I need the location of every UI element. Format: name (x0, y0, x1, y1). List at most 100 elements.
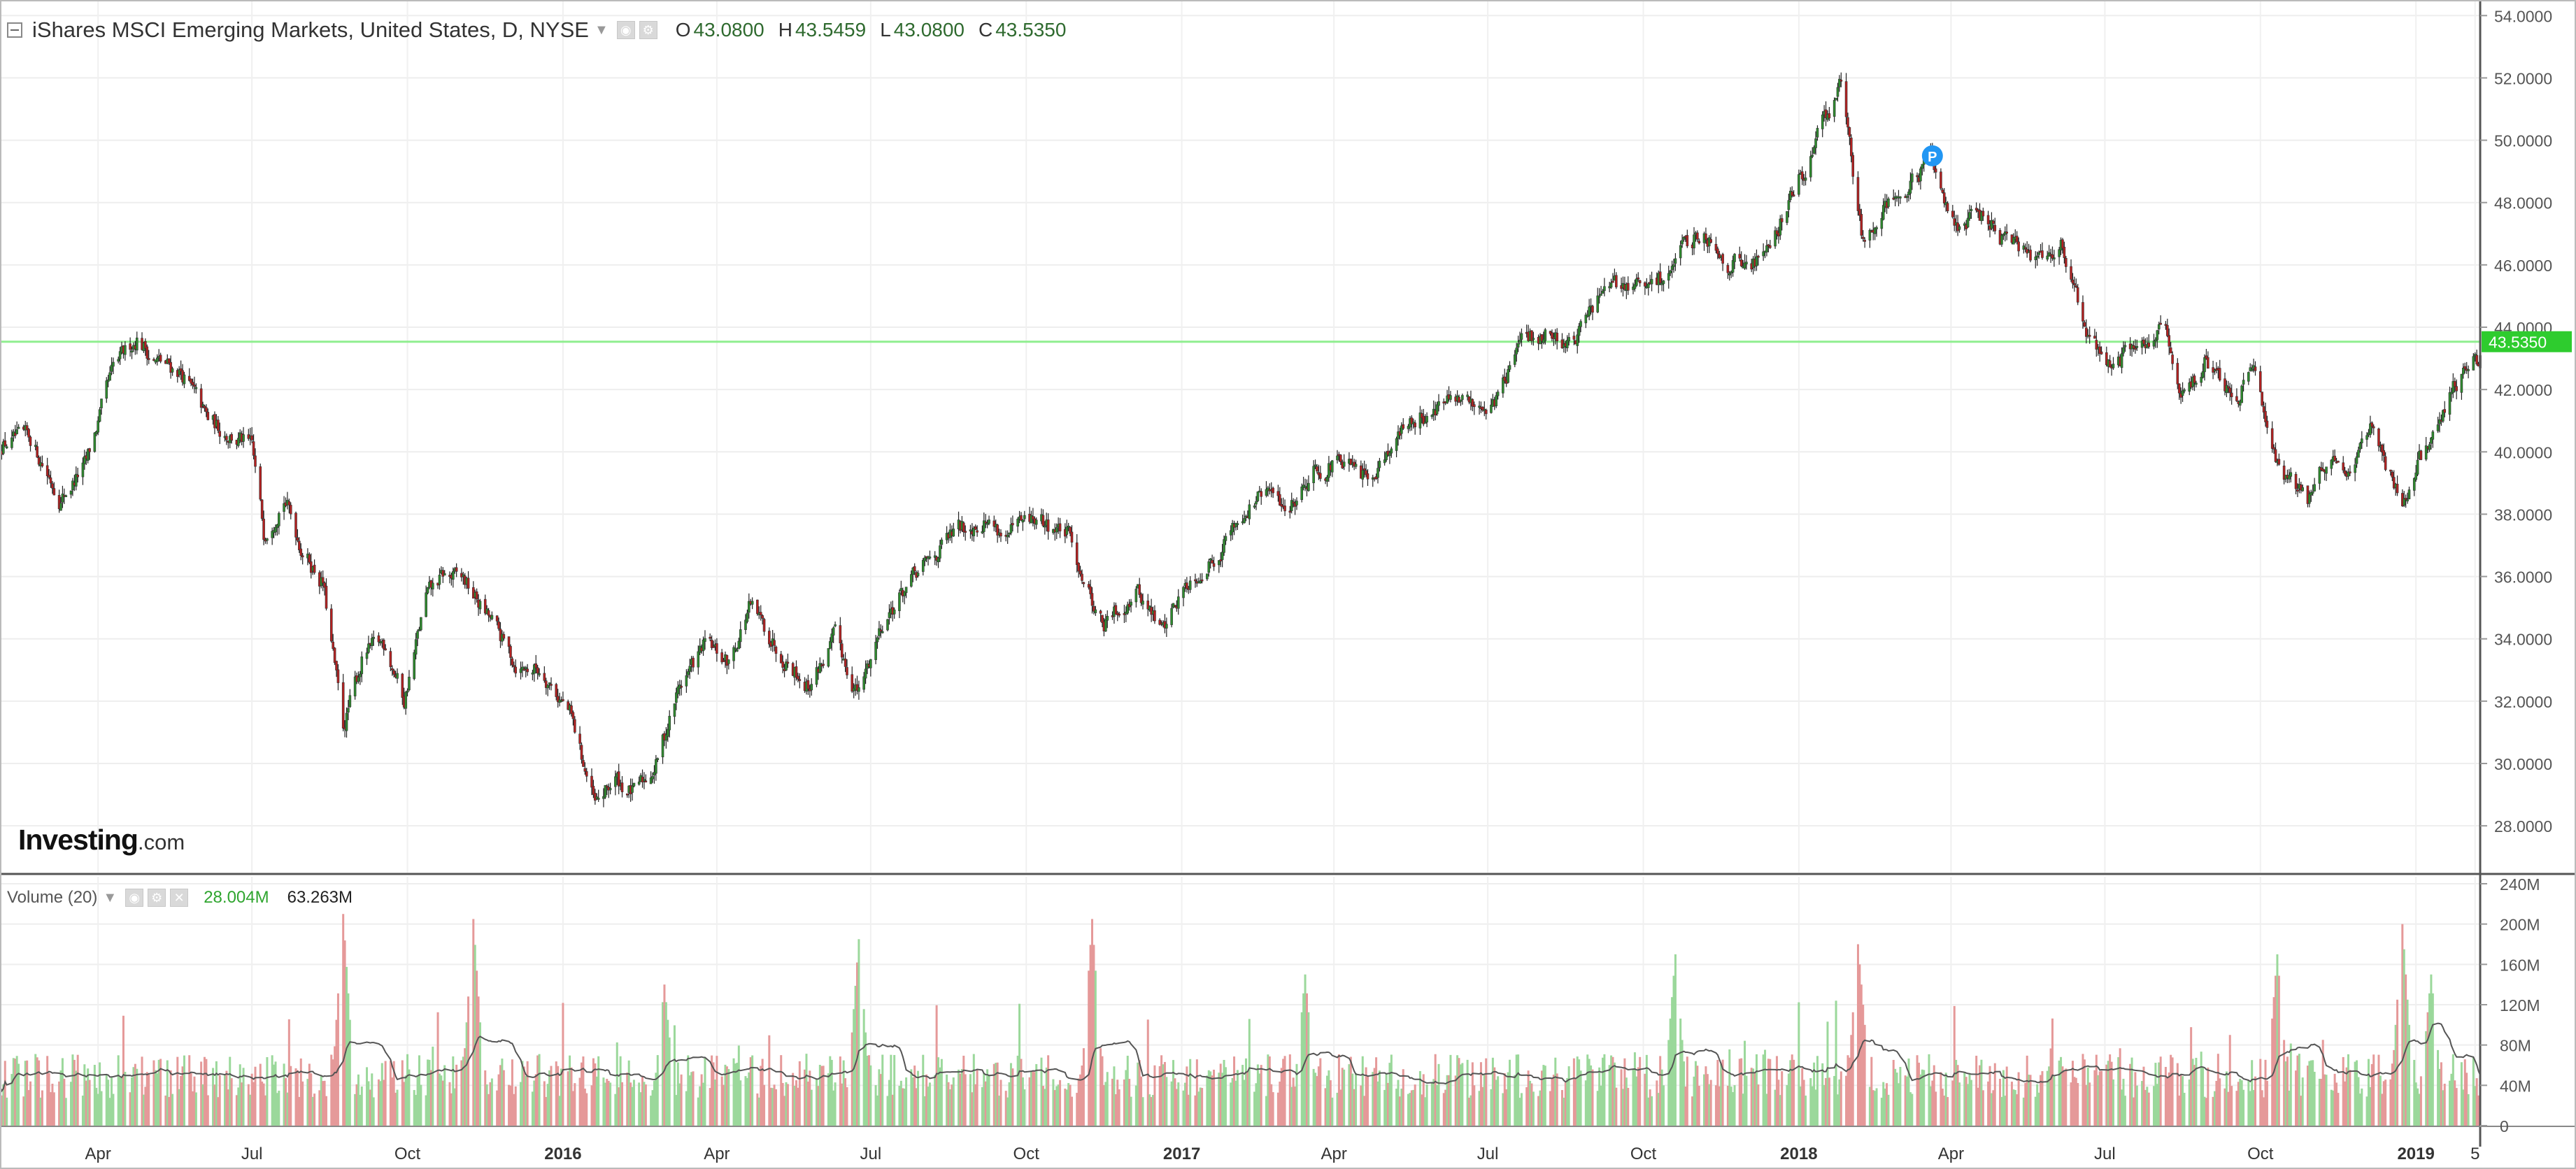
eye-icon[interactable]: ◉ (125, 889, 144, 907)
candle-body (2412, 478, 2416, 491)
volume-bar (1468, 1097, 1471, 1126)
volume-bar (891, 1094, 894, 1126)
volume-bar (2176, 1063, 2179, 1126)
volume-bar (1683, 1061, 1686, 1126)
volume-series[interactable] (0, 914, 2482, 1126)
volume-bar (1363, 1096, 1366, 1126)
volume-bar (408, 1069, 411, 1126)
volume-bar (876, 1095, 879, 1126)
volume-bar (1681, 1040, 1684, 1126)
volume-bar (2024, 1082, 2027, 1126)
candle-body (605, 785, 609, 788)
eye-icon[interactable]: ◉ (616, 21, 635, 39)
volume-bar (10, 1074, 13, 1126)
candle-body (52, 488, 56, 496)
candle-body (1070, 531, 1074, 543)
chevron-down-icon[interactable]: ▼ (103, 889, 118, 905)
volume-bar (732, 1058, 735, 1126)
last-price-badge: 43.5350 (2482, 331, 2572, 352)
volume-bar (1718, 1086, 1721, 1126)
volume-title[interactable]: Volume (20) (7, 888, 98, 907)
candle-body (680, 685, 683, 688)
gear-icon[interactable]: ⚙ (639, 21, 657, 39)
volume-bar (1928, 1054, 1930, 1126)
volume-bar (2276, 954, 2279, 1126)
candle-body (313, 564, 316, 573)
candle-body (2455, 386, 2458, 392)
volume-bar (1520, 1093, 1523, 1126)
volume-bar (1040, 1057, 1043, 1126)
candle-body (697, 651, 700, 668)
volume-bar (874, 1085, 877, 1126)
volume-bar (1977, 1087, 1979, 1126)
volume-bar (935, 1005, 938, 1126)
volume-bar (1862, 1005, 1865, 1126)
volume-bar (1530, 1083, 1533, 1126)
volume-bar (1223, 1059, 1225, 1126)
volume-bar (241, 1082, 243, 1126)
volume-bar (2396, 999, 2399, 1126)
candle-body (910, 574, 913, 587)
volume-bar (1137, 1062, 1139, 1126)
volume-bar (1732, 1092, 1735, 1126)
volume-bar (2040, 1075, 2042, 1126)
volume-bar (903, 1088, 906, 1126)
candle-body (1738, 254, 1742, 259)
volume-bar (1644, 1073, 1646, 1126)
candle-body (1425, 416, 1428, 423)
chevron-down-icon[interactable]: ▼ (594, 22, 609, 38)
volume-bar (925, 1074, 928, 1126)
volume-bar (107, 1080, 110, 1126)
candlestick-series[interactable] (0, 72, 2482, 808)
volume-bar (2088, 1082, 2091, 1126)
volume-bar (2041, 1071, 2044, 1126)
candle-body (1276, 491, 1280, 496)
volume-bar (124, 1072, 127, 1126)
volume-bar (1378, 1070, 1381, 1126)
candle-body (1067, 526, 1070, 528)
volume-bar (1613, 1062, 1616, 1126)
candle-body (266, 538, 269, 541)
gear-icon[interactable]: ⚙ (148, 889, 166, 907)
volume-bar (2000, 1096, 2003, 1126)
event-marker[interactable]: P (1921, 145, 1943, 166)
candle-body (1388, 452, 1391, 457)
close-icon[interactable]: ✕ (170, 889, 189, 907)
collapse-icon[interactable] (7, 22, 22, 38)
candle-body (167, 358, 171, 364)
volume-bar (2247, 1080, 2250, 1126)
price-axis[interactable]: 28.000030.000032.000034.000036.000038.00… (2480, 7, 2552, 835)
candle-body (2431, 431, 2435, 440)
candle-body (786, 661, 790, 664)
candle-body (2358, 443, 2362, 450)
candle-body (298, 540, 301, 550)
time-axis[interactable]: Apr Jul Oct 2016 Apr Jul Oct 2017 Apr Jul Oct 2018 A… (85, 1145, 2480, 1163)
volume-bar (1248, 1019, 1251, 1126)
low-label: L (880, 19, 891, 41)
volume-bar (1448, 1075, 1451, 1126)
candle-body (1881, 205, 1885, 220)
candle-body (1385, 452, 1388, 461)
volume-bar (1764, 1049, 1767, 1126)
volume-bar (2122, 1078, 2125, 1126)
volume-bar (1823, 1084, 1826, 1126)
volume-bar (2288, 1090, 2291, 1126)
candle-body (377, 635, 380, 643)
candle-body (1743, 262, 1746, 269)
volume-bar (1745, 1075, 1748, 1126)
volume-bar (354, 1093, 357, 1126)
volume-bar (142, 1094, 145, 1126)
volume-bar (497, 1074, 500, 1126)
volume-bar (1840, 1071, 1842, 1126)
volume-bar (485, 1084, 488, 1126)
candle-body (844, 659, 847, 667)
candle-body (614, 776, 617, 787)
candle-body (712, 646, 715, 648)
symbol-title[interactable]: iShares MSCI Emerging Markets, United St… (32, 17, 589, 42)
volume-bar (1258, 1073, 1261, 1126)
candle-body (507, 636, 511, 647)
candle-body (2381, 444, 2384, 453)
volume-bar (1786, 1084, 1788, 1126)
volume-bar (2049, 1048, 2052, 1126)
